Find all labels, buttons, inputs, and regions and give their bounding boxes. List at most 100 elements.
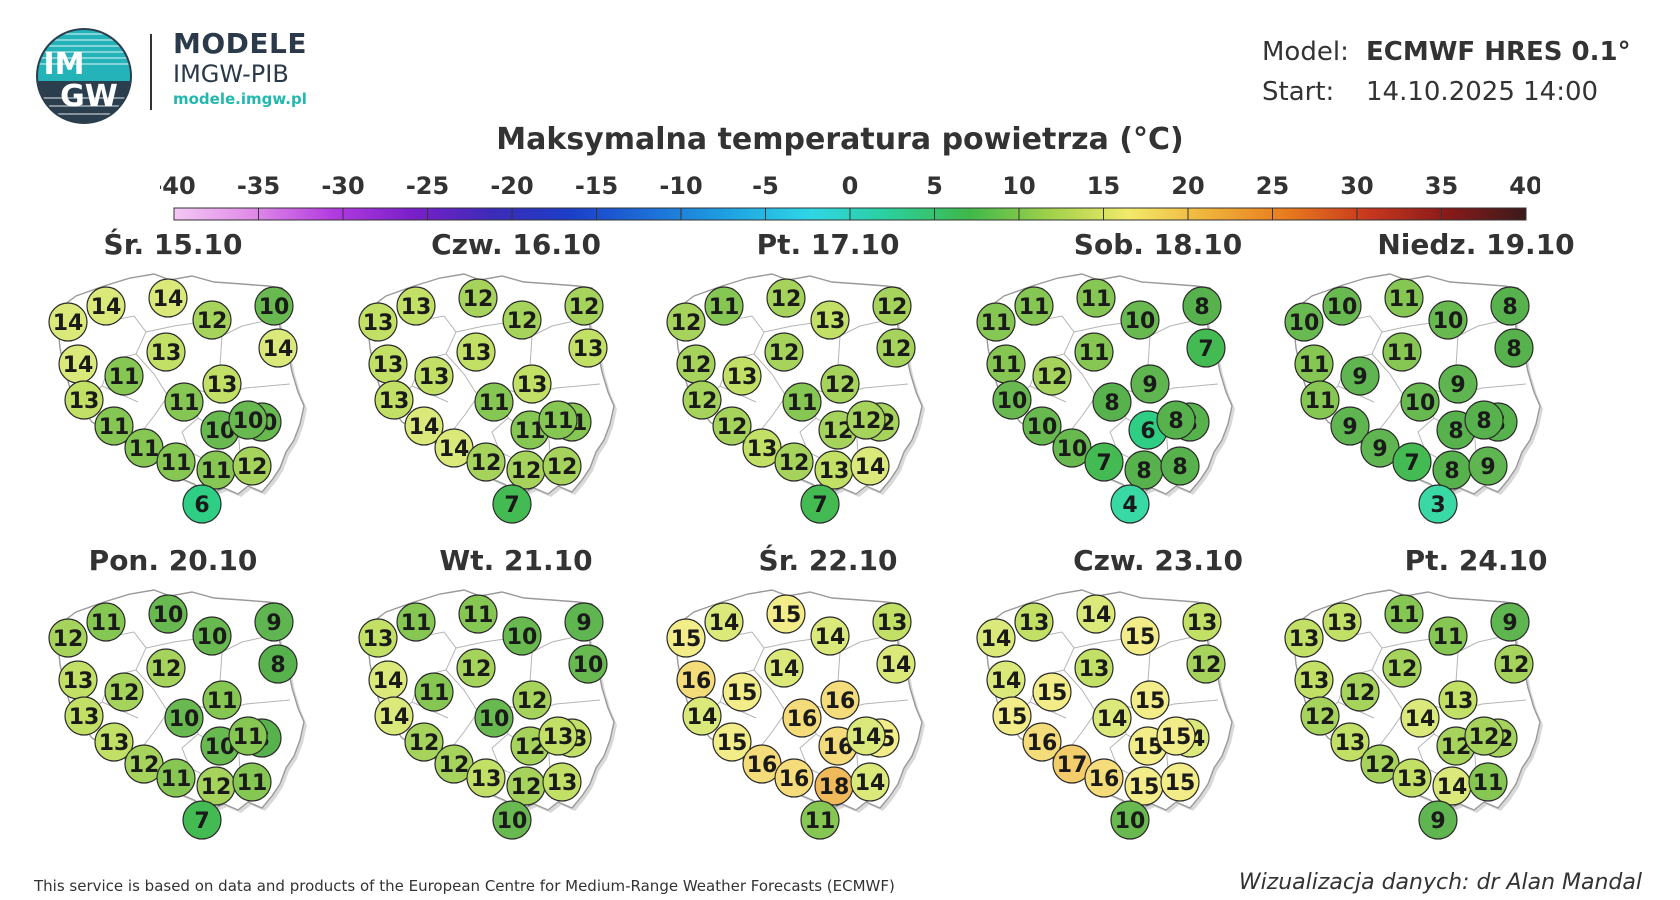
temperature-value: 14 [851, 725, 882, 750]
temperature-station: 6 [182, 484, 222, 524]
temperature-marker [1464, 400, 1504, 440]
temperature-station: 9 [254, 602, 294, 642]
temperature-marker [846, 716, 886, 756]
temperature-station: 10 [148, 594, 188, 634]
temperature-marker [1400, 382, 1440, 422]
temperature-station: 14 [58, 344, 98, 384]
temperature-marker [156, 758, 196, 798]
temperature-station: 11 [196, 450, 236, 490]
temperature-station: 12 [456, 648, 496, 688]
temperature-station: 12 [820, 364, 860, 404]
temperature-marker [782, 698, 822, 738]
temperature-value: 10 [197, 625, 228, 650]
temperature-value: 15 [717, 731, 748, 756]
temperature-station: 7 [1186, 328, 1226, 368]
temperature-station: 12 [506, 450, 546, 490]
temperature-marker [1182, 602, 1222, 642]
temperature-value: 9 [1502, 611, 1517, 636]
temperature-value: 11 [109, 365, 140, 390]
temperature-station: 12 [846, 400, 886, 440]
temperature-marker [1418, 800, 1458, 840]
temperature-station: 17 [1052, 744, 1092, 784]
scale-tick-label: -40 [160, 174, 196, 200]
temperature-station: 16 [1084, 758, 1124, 798]
temperature-station: 16 [782, 698, 822, 738]
temperature-marker [800, 800, 840, 840]
temperature-value: 12 [779, 451, 810, 476]
temperature-marker [850, 762, 890, 802]
temperature-value: 14 [709, 611, 740, 636]
temperature-station: 16 [820, 680, 860, 720]
temperature-station: 7 [800, 484, 840, 524]
day-map: Pon. 20.10121110109131212813111081310121… [48, 544, 307, 840]
temperature-station: 3 [1418, 484, 1458, 524]
temperature-station: 13 [358, 618, 398, 658]
temperature-marker [182, 484, 222, 524]
voivodeship-border [753, 669, 787, 733]
temperature-value: 11 [99, 415, 130, 440]
temperature-value: 15 [1129, 775, 1160, 800]
temperature-station: 14 [850, 446, 890, 486]
temperature-marker [800, 484, 840, 524]
scale-tick-label: 10 [1002, 174, 1035, 200]
temperature-station: 13 [58, 660, 98, 700]
temperature-marker [568, 644, 608, 684]
temperature-value: 11 [1389, 287, 1420, 312]
temperature-marker [48, 618, 88, 658]
temperature-station: 11 [800, 800, 840, 840]
temperature-marker [810, 300, 850, 340]
temperature-value: 13 [461, 341, 492, 366]
temperature-value: 12 [53, 627, 84, 652]
temperature-value: 9 [1430, 809, 1445, 834]
temperature-station: 16 [774, 758, 814, 798]
temperature-marker [502, 300, 542, 340]
temperature-marker [474, 382, 514, 422]
temperature-station: 8 [1124, 450, 1164, 490]
temperature-value: 16 [779, 767, 810, 792]
temperature-station: 13 [722, 356, 762, 396]
temperature-value: 14 [687, 705, 718, 730]
temperature-value: 13 [419, 365, 450, 390]
temperature-value: 11 [543, 409, 574, 434]
day-label: Śr. 15.10 [104, 227, 243, 261]
day-label: Wt. 21.10 [439, 544, 592, 577]
temperature-station: 11 [94, 406, 134, 446]
temperature-value: 15 [671, 627, 702, 652]
temperature-station: 11 [164, 382, 204, 422]
temperature-marker [1110, 800, 1150, 840]
temperature-marker [1284, 302, 1324, 342]
temperature-station: 14 [704, 602, 744, 642]
temperature-value: 13 [1079, 657, 1110, 682]
temperature-value: 12 [1387, 657, 1418, 682]
ecmwf-attribution: This service is based on data and produc… [34, 877, 895, 895]
temperature-value: 13 [1289, 627, 1320, 652]
temperature-value: 8 [1448, 419, 1463, 444]
temperature-marker [872, 602, 912, 642]
temperature-marker [704, 286, 744, 326]
temperature-marker [1340, 672, 1380, 712]
temperature-station: 9 [1490, 602, 1530, 642]
temperature-value: 12 [877, 295, 908, 320]
temperature-marker [1384, 594, 1424, 634]
temperature-station: 10 [1120, 300, 1160, 340]
temperature-station: 14 [1432, 766, 1472, 806]
temperature-station: 12 [502, 300, 542, 340]
temperature-marker [766, 594, 806, 634]
temperature-station: 8 [1160, 446, 1200, 486]
temperature-marker [666, 618, 706, 658]
temperature-marker [1130, 364, 1170, 404]
temperature-value: 16 [787, 707, 818, 732]
temperature-station: 15 [1120, 616, 1160, 656]
scale-tick-label: 30 [1340, 174, 1373, 200]
temperature-station: 11 [1074, 332, 1114, 372]
temperature-station: 10 [502, 616, 542, 656]
temperature-value: 11 [1305, 389, 1336, 414]
temperature-station: 9 [564, 602, 604, 642]
temperature-marker [1382, 648, 1422, 688]
temperature-marker [712, 406, 752, 446]
brand-url-link[interactable]: modele.imgw.pl [173, 90, 307, 108]
temperature-station: 12 [764, 332, 804, 372]
day-label: Śr. 22.10 [759, 543, 898, 577]
temperature-marker [374, 696, 414, 736]
temperature-value: 12 [237, 455, 268, 480]
